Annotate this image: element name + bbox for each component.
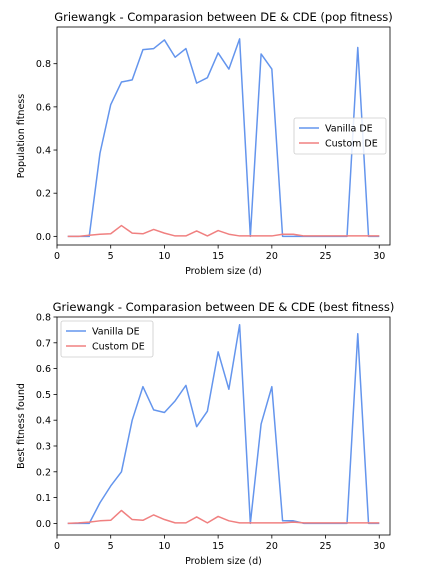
y-tick-label: 0.1	[36, 493, 51, 504]
x-tick-label: 30	[373, 251, 385, 262]
x-tick-label: 25	[320, 251, 332, 262]
legend-box	[60, 320, 154, 358]
x-tick-label: 0	[54, 251, 60, 262]
y-tick-label: 0.4	[36, 416, 51, 427]
legend-entry: Vanilla DE	[325, 124, 373, 135]
x-tick-label: 15	[212, 251, 224, 262]
legend: Vanilla DE Custom DE	[60, 320, 154, 358]
chart-title: Griewangk - Comparasion between DE & CDE…	[54, 10, 393, 24]
x-axis-label: Problem size (d)	[185, 266, 262, 277]
chart-title: Griewangk - Comparasion between DE & CDE…	[53, 300, 395, 314]
x-tick-label: 0	[54, 541, 60, 552]
y-axis-label: Best fitness found	[16, 383, 27, 469]
y-tick-label: 0.2	[36, 189, 51, 200]
legend-box	[293, 117, 387, 155]
y-tick-label: 0.6	[36, 364, 51, 375]
series-line-custom-de	[67, 224, 380, 238]
chart-2: Griewangk - Comparasion between DE & CDE…	[16, 300, 394, 567]
x-tick-label: 30	[373, 541, 385, 552]
x-tick-label: 10	[158, 541, 170, 552]
chart-1: Griewangk - Comparasion between DE & CDE…	[16, 10, 393, 277]
y-tick-label: 0.4	[36, 146, 51, 157]
y-tick-label: 0.5	[36, 390, 51, 401]
legend-entry: Vanilla DE	[92, 327, 140, 338]
legend-entry: Custom DE	[325, 139, 378, 150]
x-tick-label: 5	[108, 541, 114, 552]
y-tick-label: 0.2	[36, 467, 51, 478]
legend-entry: Custom DE	[92, 342, 145, 353]
y-tick-label: 0.6	[36, 102, 51, 113]
x-tick-label: 15	[212, 541, 224, 552]
x-tick-label: 5	[108, 251, 114, 262]
x-tick-label: 25	[320, 541, 332, 552]
plot-frame	[56, 26, 391, 246]
y-tick-label: 0.0	[36, 232, 51, 243]
x-tick-label: 10	[158, 251, 170, 262]
x-axis-label: Problem size (d)	[185, 556, 262, 567]
legend: Vanilla DE Custom DE	[293, 117, 387, 155]
y-tick-label: 0.8	[36, 313, 51, 324]
x-tick-label: 20	[266, 251, 278, 262]
series-line-custom-de	[67, 509, 380, 525]
y-tick-label: 0.3	[36, 441, 51, 452]
y-axis-label: Population fitness	[16, 94, 27, 178]
y-tick-label: 0.0	[36, 519, 51, 530]
y-tick-label: 0.8	[36, 59, 51, 70]
x-tick-label: 20	[266, 541, 278, 552]
y-tick-label: 0.7	[36, 338, 51, 349]
plot-frame	[56, 316, 391, 536]
